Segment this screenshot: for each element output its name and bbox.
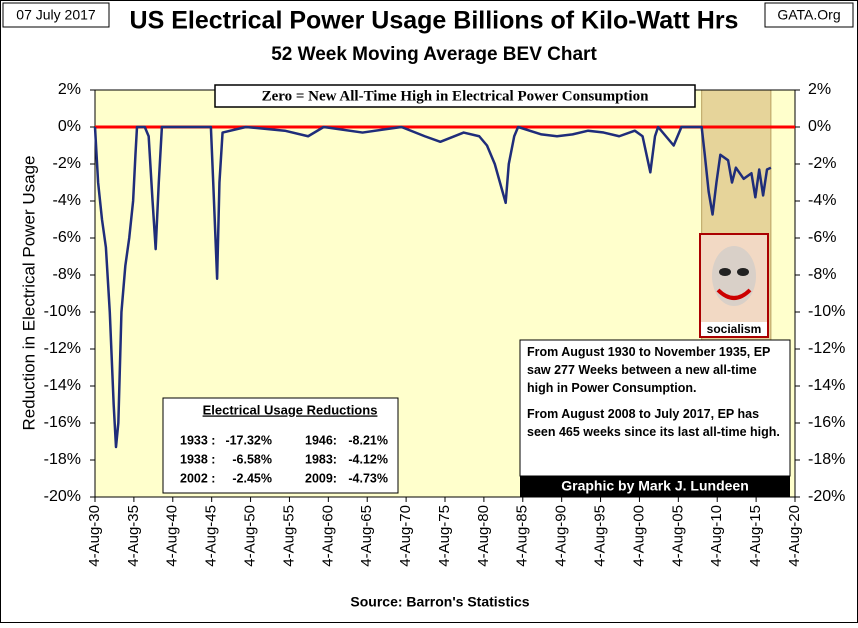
- table-title: Electrical Usage Reductions: [203, 402, 378, 417]
- y-tick-label: -2%: [53, 155, 81, 172]
- x-tick-label: 4-Aug-85: [514, 505, 531, 567]
- x-tick-label: 4-Aug-95: [592, 505, 609, 567]
- table-cell: -17.32%: [225, 433, 272, 447]
- x-tick-label: 4-Aug-70: [397, 505, 414, 567]
- table-cell: -4.12%: [348, 452, 388, 466]
- x-tick-label: 4-Aug-55: [280, 505, 297, 567]
- table-box: [162, 397, 399, 494]
- x-tick-label: 4-Aug-00: [630, 505, 647, 567]
- y2-tick-label: -2%: [808, 155, 836, 172]
- y-tick-label: 0%: [58, 118, 81, 135]
- image-mouth: [716, 288, 752, 300]
- x-tick-label: 4-Aug-20: [786, 505, 803, 567]
- x-tick-label: 4-Aug-40: [164, 505, 181, 567]
- image-eye: [719, 268, 731, 276]
- x-tick-label: 4-Aug-15: [747, 505, 764, 567]
- source: Source: Barron's Statistics: [350, 594, 529, 610]
- y2-tick-label: 0%: [808, 118, 831, 135]
- table-cell: 1946:: [305, 433, 337, 447]
- date-box: [2, 2, 110, 28]
- x-tick-label: 4-Aug-90: [553, 505, 570, 567]
- y-tick-label: -10%: [44, 303, 81, 320]
- y2-tick-label: -4%: [808, 192, 836, 209]
- x-tick-label: 4-Aug-60: [319, 505, 336, 567]
- table-cell: 1938 :: [180, 452, 215, 466]
- x-tick-label: 4-Aug-45: [203, 505, 220, 567]
- y2-tick-label: -10%: [808, 303, 845, 320]
- x-tick-label: 4-Aug-80: [475, 505, 492, 567]
- site-box: [764, 2, 854, 28]
- y-tick-label: -14%: [44, 377, 81, 394]
- note-paragraph: From August 2008 to July 2017, EP has see…: [527, 407, 780, 439]
- y-tick-label: -6%: [53, 229, 81, 246]
- chart-title: US Electrical Power Usage Billions of Ki…: [130, 7, 739, 35]
- note-box: [519, 339, 791, 477]
- y2-tick-label: -8%: [808, 266, 836, 283]
- x-tick-label: 4-Aug-05: [669, 505, 686, 567]
- image-eye: [737, 268, 749, 276]
- y2-tick-label: -20%: [808, 488, 845, 505]
- table-cell: 1983:: [305, 452, 337, 466]
- y2-tick-label: -16%: [808, 414, 845, 431]
- zero-note: Zero = New All-Time High in Electrical P…: [262, 88, 650, 104]
- chart-subtitle: 52 Week Moving Average BEV Chart: [271, 44, 597, 65]
- x-tick-label: 4-Aug-10: [708, 505, 725, 567]
- image-caption-bg: [701, 322, 767, 336]
- x-tick-label: 4-Aug-65: [358, 505, 375, 567]
- y-tick-label: -8%: [53, 266, 81, 283]
- y-tick-label: -12%: [44, 340, 81, 357]
- x-tick-label: 4-Aug-75: [436, 505, 453, 567]
- note-paragraph: From August 1930 to November 1935, EP saw…: [527, 345, 770, 395]
- y-tick-label: -18%: [44, 451, 81, 468]
- y-tick-label: -4%: [53, 192, 81, 209]
- table-cell: -4.73%: [348, 471, 388, 485]
- x-tick-label: 4-Aug-50: [242, 505, 259, 567]
- y-tick-label: -16%: [44, 414, 81, 431]
- y2-tick-label: -18%: [808, 451, 845, 468]
- x-tick-label: 4-Aug-30: [86, 505, 103, 567]
- table-cell: 2002 :: [180, 471, 215, 485]
- y2-tick-label: -6%: [808, 229, 836, 246]
- y-tick-label: -20%: [44, 488, 81, 505]
- y2-tick-label: -12%: [808, 340, 845, 357]
- table-cell: 2009:: [305, 471, 337, 485]
- data-line: [93, 125, 772, 449]
- image-caption: socialism: [707, 322, 762, 336]
- zero-note-box: [214, 84, 696, 108]
- y2-tick-label: -14%: [808, 377, 845, 394]
- table-cell: 1933 :: [180, 433, 215, 447]
- date-label: 07 July 2017: [16, 7, 96, 23]
- table-cell: -2.45%: [232, 471, 272, 485]
- x-tick-label: 4-Aug-35: [125, 505, 142, 567]
- y-tick-label: 2%: [58, 81, 81, 98]
- table-cell: -6.58%: [232, 452, 272, 466]
- image-face: [712, 246, 756, 306]
- y2-tick-label: 2%: [808, 81, 831, 98]
- y-axis-label: Reduction in Electrical Power Usage: [19, 156, 38, 431]
- site-label: GATA.Org: [777, 7, 840, 23]
- credit: Graphic by Mark J. Lundeen: [561, 478, 749, 494]
- table-cell: -8.21%: [348, 433, 388, 447]
- credit-bar: [520, 476, 790, 497]
